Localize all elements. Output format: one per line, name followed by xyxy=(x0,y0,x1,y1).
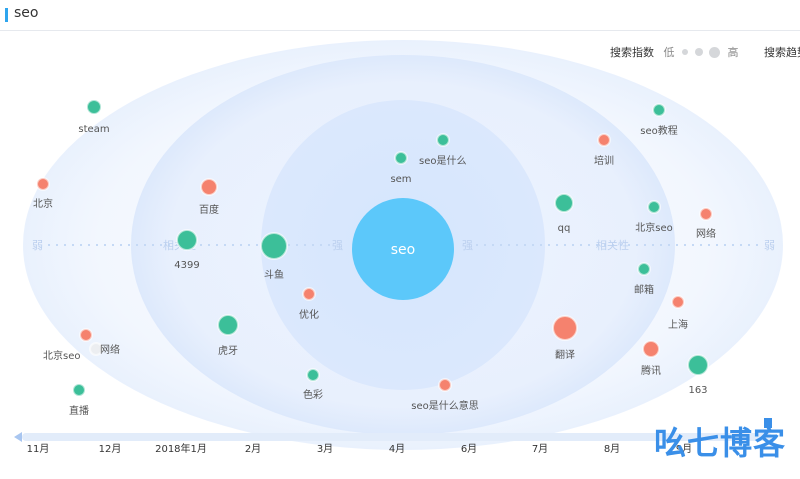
bubble-label-10: 直播 xyxy=(69,404,89,417)
legend-dot-large xyxy=(709,46,720,58)
bubble-label-17: seo教程 xyxy=(640,124,677,137)
bubble-19[interactable] xyxy=(699,207,713,221)
center-bubble-label: seo xyxy=(391,242,415,258)
bubble-16[interactable] xyxy=(597,133,611,147)
legend-label: 搜索指数 xyxy=(610,46,654,59)
timeline-month-8: 7月 xyxy=(532,443,548,455)
bubble-label-16: 培训 xyxy=(594,154,614,167)
bubble-label-2: 北京 xyxy=(33,197,53,210)
axis-label-weak-left: 弱 xyxy=(32,239,43,252)
timeline-month-1: 11月 xyxy=(27,443,50,455)
legend-dot-medium xyxy=(694,48,703,56)
bubble-4[interactable] xyxy=(176,229,198,251)
bubble-label-22: 翻译 xyxy=(555,349,575,361)
bubble-9[interactable] xyxy=(89,342,103,356)
bubble-label-18: 北京seo xyxy=(635,221,672,234)
bubble-label-13: sem xyxy=(390,174,411,185)
bubble-label-20: 邮箱 xyxy=(634,283,654,296)
timeline-month-5: 3月 xyxy=(317,443,333,455)
timeline-month-9: 8月 xyxy=(604,443,620,455)
bubble-label-4: 4399 xyxy=(174,260,199,271)
timeline-month-4: 2月 xyxy=(245,443,261,455)
bubble-label-19: 网络 xyxy=(696,227,716,240)
bubble-6[interactable] xyxy=(302,287,316,301)
timeline-track xyxy=(22,433,772,441)
bubble-17[interactable] xyxy=(652,103,666,117)
bubble-11[interactable] xyxy=(306,368,320,382)
bubble-label-23: 腾讯 xyxy=(641,364,661,377)
bubble-18[interactable] xyxy=(647,200,661,214)
bubble-label-6: 优化 xyxy=(299,308,319,321)
bubble-23[interactable] xyxy=(642,340,660,358)
bubble-3[interactable] xyxy=(200,178,218,196)
timeline-month-10: 9月 xyxy=(676,443,692,455)
legend-high: 高 xyxy=(727,46,739,59)
bubble-label-7: 虎牙 xyxy=(218,345,238,357)
bubble-label-1: steam xyxy=(78,124,109,135)
timeline-month-6: 4月 xyxy=(389,443,405,455)
search-index-legend: 搜索指数 低 高 搜索趋势 xyxy=(610,44,800,60)
bubble-8[interactable] xyxy=(79,328,93,342)
search-trend-label[interactable]: 搜索趋势 xyxy=(764,46,800,59)
bubble-label-12: seo是什么意思 xyxy=(411,399,478,412)
bubble-label-9: 网络 xyxy=(100,343,120,356)
header-accent-bar xyxy=(5,8,8,22)
legend-dot-small xyxy=(682,49,688,55)
bubble-20[interactable] xyxy=(637,262,651,276)
bubble-label-15: qq xyxy=(558,223,571,234)
bubble-label-21: 上海 xyxy=(668,318,688,331)
bubble-5[interactable] xyxy=(260,232,288,260)
bubble-21[interactable] xyxy=(671,295,685,309)
center-bubble[interactable] xyxy=(352,198,454,300)
bubble-10[interactable] xyxy=(72,383,86,397)
bubble-2[interactable] xyxy=(36,177,50,191)
bubble-label-14: seo是什么 xyxy=(419,155,466,167)
page-title: seo xyxy=(14,5,39,21)
bubble-14[interactable] xyxy=(436,133,450,147)
bubble-15[interactable] xyxy=(554,193,574,213)
timeline-start-arrow[interactable] xyxy=(14,432,22,442)
bubble-12[interactable] xyxy=(438,378,452,392)
panel-header: seo xyxy=(0,0,800,31)
bubble-label-3: 百度 xyxy=(199,203,219,216)
bubble-13[interactable] xyxy=(394,151,408,165)
bubble-1[interactable] xyxy=(86,99,102,115)
timeline-end-handle[interactable] xyxy=(764,418,772,428)
bubble-label-11: 色彩 xyxy=(303,388,323,401)
timeline-month-2: 12月 xyxy=(99,443,122,455)
bubble-22[interactable] xyxy=(552,315,578,341)
legend-low: 低 xyxy=(663,46,675,59)
bubble-label-8: 北京seo xyxy=(43,349,80,362)
axis-label-weak-right: 弱 xyxy=(764,239,775,252)
bubble-24[interactable] xyxy=(687,354,709,376)
bubble-label-5: 斗鱼 xyxy=(264,268,284,281)
bubble-7[interactable] xyxy=(217,314,239,336)
axis-label-relevance-right: 相关性 xyxy=(596,238,629,252)
watermark-logo: 吆七博客 xyxy=(654,424,787,462)
timeline-month-3: 2018年1月 xyxy=(155,442,207,455)
timeline-month-7: 6月 xyxy=(461,443,477,455)
bubble-label-24: 163 xyxy=(688,385,707,396)
axis-label-strong-right: 强 xyxy=(462,239,473,252)
axis-label-strong-left: 强 xyxy=(332,239,343,252)
timeline-month-labels: 11月 12月 2018年1月 2月 3月 4月 6月 7月 8月 9月 xyxy=(27,442,693,455)
